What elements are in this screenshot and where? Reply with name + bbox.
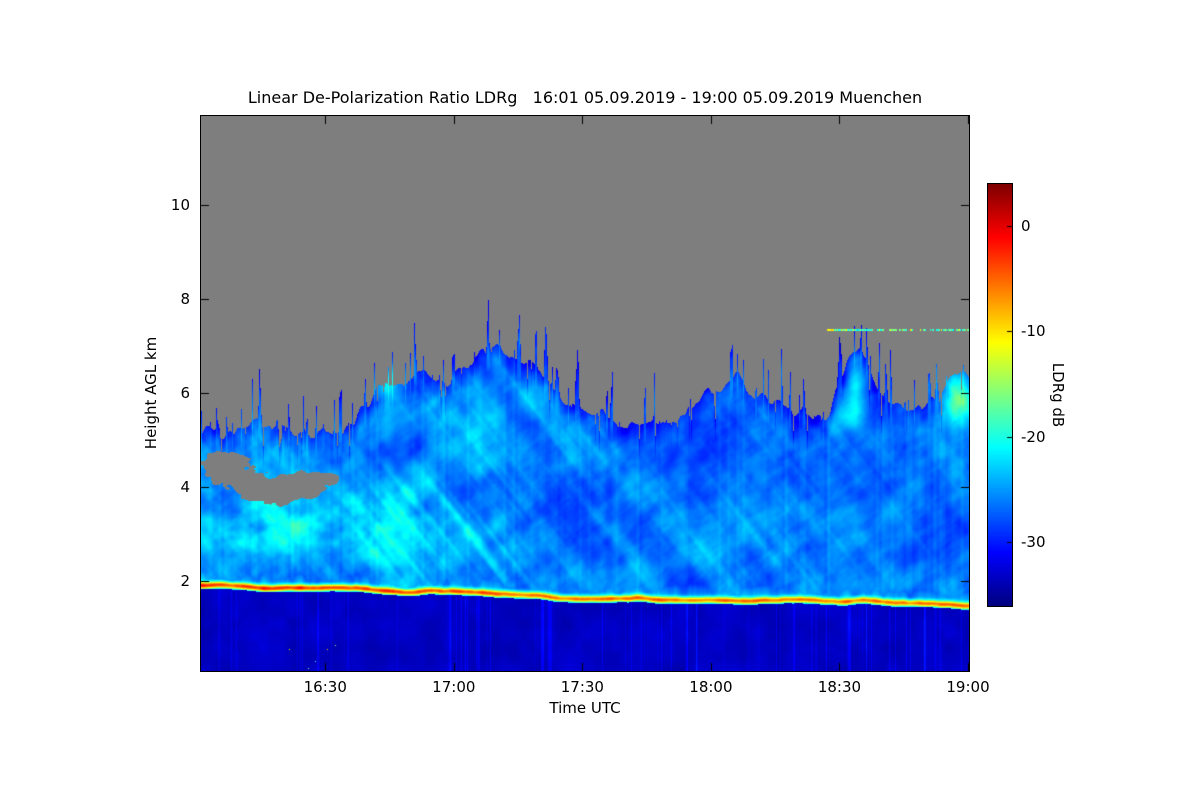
colorbar-label: LDRg dB bbox=[1049, 362, 1067, 428]
y-tick-label: 4 bbox=[180, 477, 190, 496]
x-tick-label: 18:30 bbox=[817, 678, 862, 696]
y-axis-label: Height AGL km bbox=[142, 336, 160, 450]
colorbar-tick-label: -20 bbox=[1021, 427, 1046, 446]
y-tick-label: 6 bbox=[180, 384, 190, 402]
colorbar bbox=[987, 183, 1013, 607]
x-tick-label: 17:30 bbox=[560, 678, 604, 696]
plot-title: Linear De-Polarization Ratio LDRg 16:01 … bbox=[247, 88, 923, 107]
x-tick-label: 17:00 bbox=[432, 678, 476, 696]
x-tick-label: 16:30 bbox=[303, 678, 347, 696]
colorbar-tick-label: -10 bbox=[1021, 322, 1046, 341]
y-tick-label: 2 bbox=[180, 571, 190, 590]
x-axis-label: Time UTC bbox=[549, 699, 621, 717]
colorbar-tick-label: -30 bbox=[1021, 532, 1046, 551]
colorbar-tick-label: 0 bbox=[1021, 217, 1031, 236]
colorbar-canvas bbox=[988, 184, 1012, 606]
plot-area bbox=[200, 115, 970, 672]
y-tick-label: 8 bbox=[180, 290, 190, 309]
y-tick-label: 10 bbox=[170, 196, 190, 215]
x-tick-label: 19:00 bbox=[946, 678, 990, 696]
heatmap-canvas bbox=[201, 116, 969, 671]
x-tick-label: 18:00 bbox=[689, 678, 733, 696]
